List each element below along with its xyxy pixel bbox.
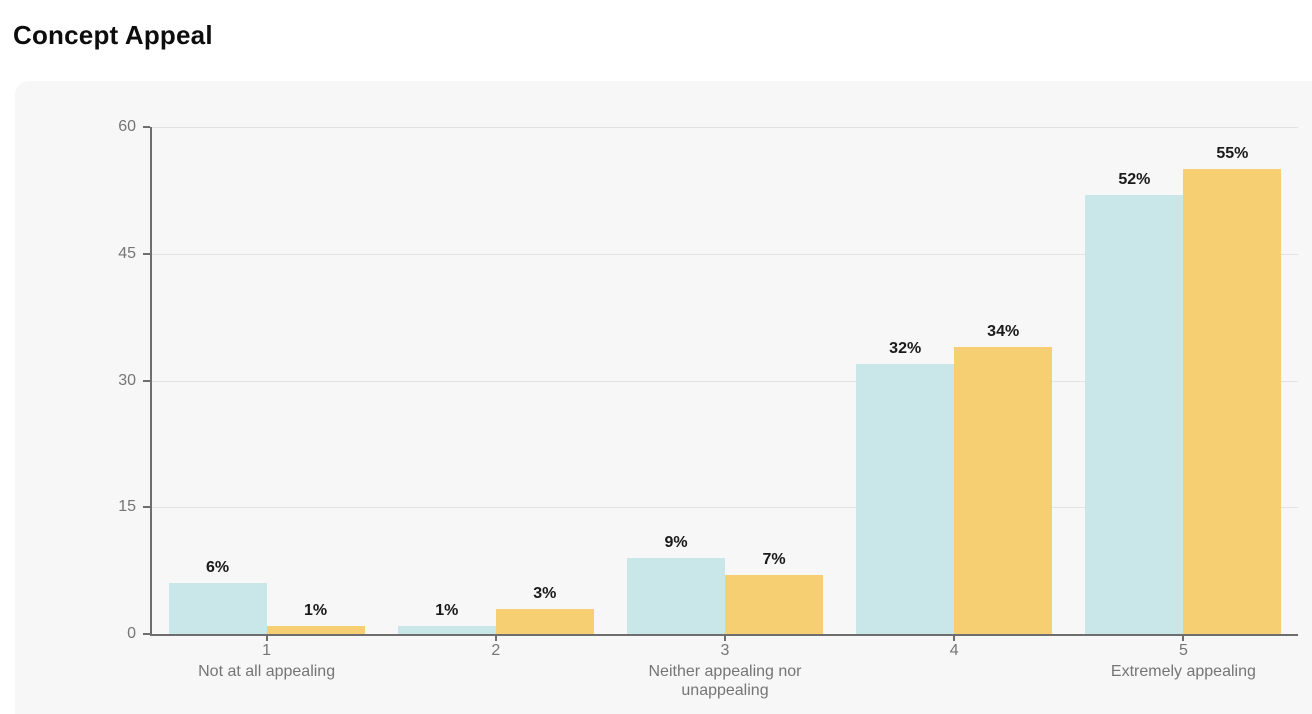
gridline: [152, 507, 1298, 509]
x-axis-tick: [494, 634, 497, 641]
plot-area: 0 15 30 45 60 6% 1% 1 Not at all appealing 1% 3% 2 9…: [118, 118, 1298, 699]
chart-card: 0 15 30 45 60 6% 1% 1 Not at all appealing 1% 3% 2 9…: [15, 81, 1312, 714]
bar: [168, 583, 267, 634]
bar: [954, 346, 1053, 634]
category-label: Not at all appealing: [198, 663, 336, 680]
x-axis-tick: [953, 634, 956, 641]
category-label: Neither appealing nor unappealing: [648, 663, 802, 699]
bar-value-label: 34%: [987, 322, 1020, 340]
y-axis-tick: [143, 633, 150, 635]
gridline: [152, 380, 1298, 382]
bar-value-label: 6%: [206, 559, 230, 577]
y-axis-label: 45: [118, 244, 136, 262]
bar: [856, 363, 955, 634]
bar: [397, 625, 496, 634]
y-axis-tick: [143, 126, 150, 128]
bar: [1183, 169, 1282, 634]
y-axis-label: 30: [118, 371, 136, 389]
bar-value-label: 32%: [889, 339, 922, 357]
bar: [627, 557, 725, 634]
y-axis-tick: [143, 252, 150, 255]
y-axis-label: 60: [118, 118, 136, 135]
bar-value-label: 7%: [762, 550, 786, 568]
y-axis-label: 0: [127, 625, 136, 642]
x-axis-tick: [1182, 634, 1185, 641]
bar-value-label: 3%: [533, 584, 557, 602]
bar: [266, 625, 365, 634]
x-tick-label: 5: [1178, 642, 1188, 659]
x-tick-label: 4: [949, 642, 959, 659]
bar-value-label: 1%: [304, 601, 328, 619]
y-axis-tick: [143, 379, 150, 382]
x-tick-label: 1: [262, 642, 272, 659]
bar-value-label: 1%: [435, 601, 459, 619]
bar: [1085, 194, 1184, 634]
bar-value-label: 55%: [1216, 145, 1249, 163]
x-axis-tick: [265, 634, 268, 641]
x-tick-label: 3: [720, 642, 730, 659]
x-tick-label: 2: [491, 642, 501, 659]
bar-value-label: 52%: [1118, 170, 1151, 188]
bar-value-label: 9%: [664, 533, 688, 551]
x-axis-tick: [724, 634, 726, 641]
bar: [495, 608, 594, 634]
gridline: [152, 253, 1298, 255]
gridline: [152, 127, 1298, 128]
bar: [725, 574, 823, 634]
y-axis-tick: [143, 506, 150, 509]
category-label: Extremely appealing: [1110, 663, 1256, 680]
page-title: Concept Appeal: [13, 20, 213, 50]
y-axis-label: 15: [118, 498, 136, 516]
